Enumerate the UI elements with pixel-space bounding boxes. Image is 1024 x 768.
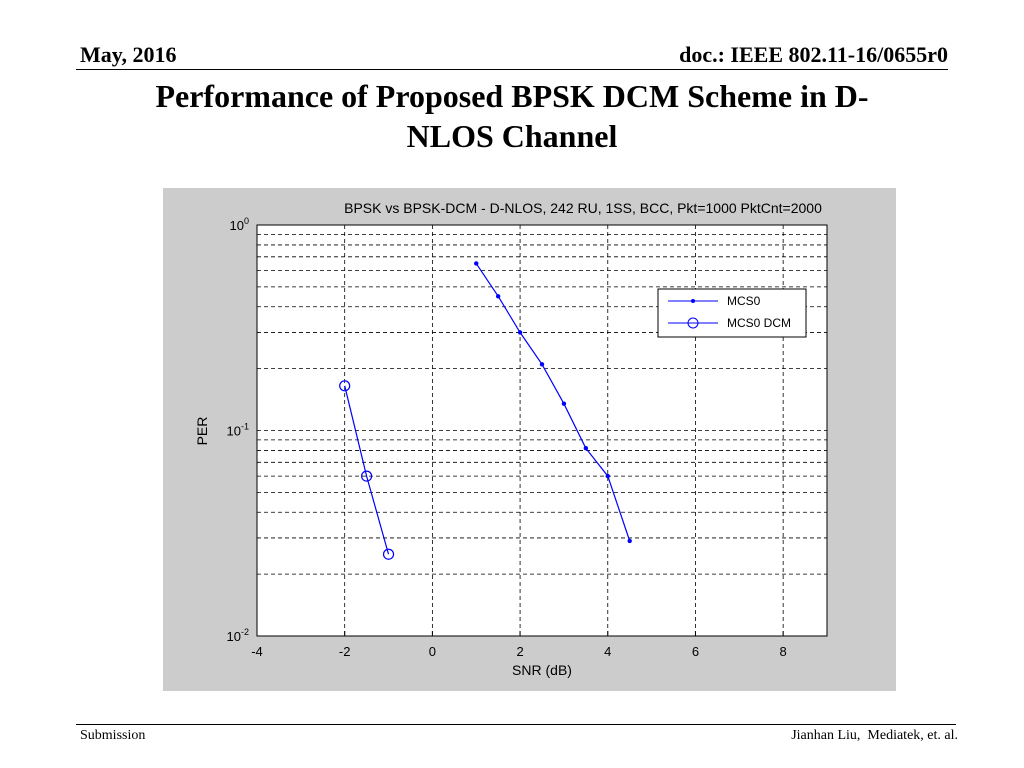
legend-marker-mcs0 [691, 299, 695, 303]
legend: MCS0 MCS0 DCM [657, 288, 807, 338]
slide-title-line-2: NLOS Channel [406, 118, 618, 154]
x-tick-label: 4 [604, 644, 611, 659]
series-layer [339, 261, 632, 560]
footer-author: Jianhan Liu, Mediatek, et. al. [791, 728, 958, 743]
y-tick-label: 100 [230, 216, 249, 233]
x-tick-label: -4 [251, 644, 263, 659]
header-doc-id: doc.: IEEE 802.11-16/0655r0 [679, 42, 948, 67]
data-point [339, 380, 351, 392]
y-tick-label: 10-2 [227, 627, 249, 644]
legend-label-mcs0: MCS0 [727, 294, 761, 308]
x-tick-label: 6 [692, 644, 699, 659]
ticks-layer: -4 -2 0 2 4 6 8 100 10-1 10-2 [227, 216, 787, 659]
footer-submission: Submission [80, 728, 146, 743]
data-point [517, 330, 523, 335]
footer-divider [76, 724, 956, 725]
slide-title: Performance of Proposed BPSK DCM Scheme … [120, 76, 904, 156]
data-point [474, 261, 479, 266]
per-chart: BPSK vs BPSK-DCM - D-NLOS, 242 RU, 1SS, … [194, 200, 828, 678]
series-line-0 [475, 263, 631, 542]
header-divider [76, 69, 948, 70]
data-point [627, 538, 632, 544]
data-point [605, 473, 610, 479]
x-tick-label: 2 [516, 644, 523, 659]
slide-title-line-1: Performance of Proposed BPSK DCM Scheme … [155, 78, 869, 114]
x-tick-label: 0 [429, 644, 436, 659]
x-tick-label: 8 [780, 644, 787, 659]
x-tick-label: -2 [339, 644, 351, 659]
x-axis-label: SNR (dB) [512, 662, 572, 678]
figure-panel: BPSK vs BPSK-DCM - D-NLOS, 242 RU, 1SS, … [163, 188, 896, 691]
chart-title: BPSK vs BPSK-DCM - D-NLOS, 242 RU, 1SS, … [344, 200, 822, 216]
data-point [561, 401, 567, 406]
series-line-1 [344, 385, 390, 555]
grid-layer [257, 225, 827, 636]
legend-box [657, 288, 807, 338]
data-point [361, 470, 373, 482]
data-point [495, 294, 501, 299]
y-axis-label: PER [194, 417, 210, 446]
legend-label-mcs0-dcm: MCS0 DCM [727, 316, 791, 330]
data-point [539, 362, 545, 367]
legend-marker-mcs0-dcm [687, 317, 699, 329]
data-point [583, 446, 589, 451]
header-date: May, 2016 [80, 42, 177, 67]
y-tick-label: 10-1 [227, 422, 249, 439]
data-point [382, 548, 395, 560]
